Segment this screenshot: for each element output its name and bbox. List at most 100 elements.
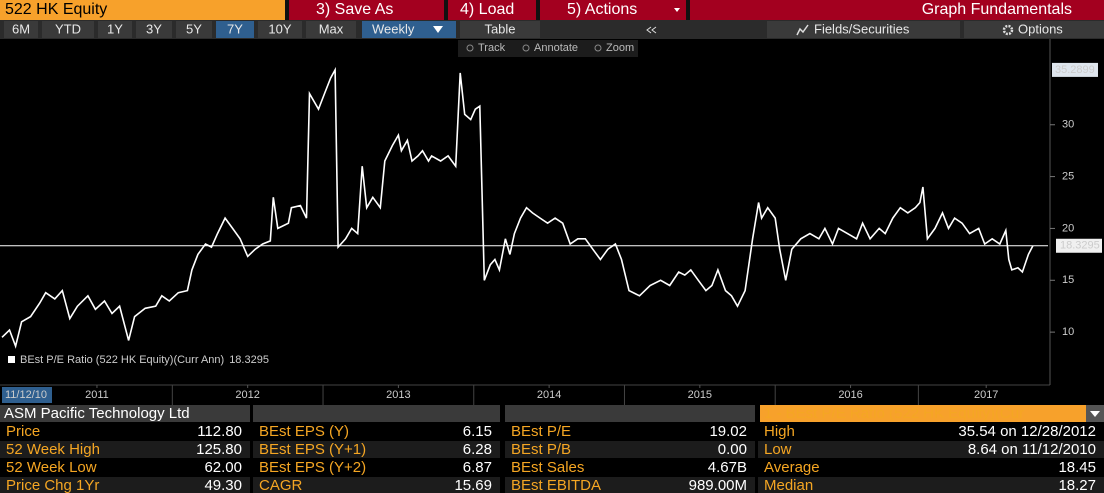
column-header-text: ASM Pacific Technology Ltd xyxy=(4,405,190,422)
options-button[interactable] xyxy=(964,21,1104,38)
row-value: 125.80 xyxy=(196,441,242,458)
period-tab[interactable] xyxy=(258,21,302,38)
row-label: Price Chg 1Yr xyxy=(6,477,99,493)
period-tab[interactable] xyxy=(136,21,172,38)
chart-icon xyxy=(796,24,809,36)
row-label: High xyxy=(764,423,795,440)
row-value: 49.30 xyxy=(204,477,242,493)
security-field[interactable] xyxy=(0,0,285,20)
column-header[interactable] xyxy=(760,405,1086,422)
y-tick-label: 20 xyxy=(1062,222,1074,234)
x-tick-label: 2016 xyxy=(838,389,862,401)
data-line xyxy=(1,66,1034,349)
menu-button[interactable] xyxy=(289,0,444,20)
row-label: BEst EPS (Y+1) xyxy=(259,441,366,458)
row-value: 62.00 xyxy=(204,459,242,476)
table-row xyxy=(505,477,755,493)
column-header xyxy=(505,405,755,422)
menu-text: 4) Load xyxy=(460,1,514,18)
period-tab[interactable] xyxy=(216,21,254,38)
period-tab[interactable] xyxy=(4,21,38,38)
menu-button[interactable] xyxy=(448,0,536,20)
column-header-text: 1 - BEst P/E Ratio (522 HK Equity)(Cur xyxy=(764,405,1024,422)
gear-icon xyxy=(1002,24,1014,36)
row-value: 19.02 xyxy=(709,423,747,440)
row-label: 52 Week High xyxy=(6,441,100,458)
period-text: 7Y xyxy=(227,21,243,36)
high-label: 35.2899 xyxy=(1055,64,1095,76)
period-tab[interactable] xyxy=(98,21,132,38)
menu-text: 3) Save As xyxy=(316,1,393,18)
dropdown-arrow xyxy=(1090,411,1100,417)
title-bar xyxy=(690,0,1104,20)
legend-swatch xyxy=(8,356,15,363)
period-tab[interactable] xyxy=(176,21,212,38)
table-row xyxy=(0,459,250,476)
tool-text[interactable]: Track xyxy=(478,42,506,54)
table-row xyxy=(253,423,500,440)
period-text: 6M xyxy=(12,21,30,36)
start-label: 11/12/10 xyxy=(5,389,47,401)
period-text: 5Y xyxy=(186,21,202,36)
tool-text[interactable]: Annotate xyxy=(534,42,578,54)
row-label: 52 Week Low xyxy=(6,459,97,476)
table-row xyxy=(253,441,500,458)
row-label: Low xyxy=(764,441,792,458)
table-row xyxy=(253,477,500,493)
x-tick-label: 2012 xyxy=(235,389,259,401)
row-value: 6.15 xyxy=(463,423,492,440)
y-tick-label: 30 xyxy=(1062,119,1074,131)
row-value: 6.87 xyxy=(463,459,492,476)
row-label: BEst EPS (Y) xyxy=(259,423,349,440)
view-button[interactable] xyxy=(460,21,540,38)
row-label: CAGR xyxy=(259,477,303,493)
row-value: 0.00 xyxy=(718,441,747,458)
row-value: 6.28 xyxy=(463,441,492,458)
collapse-icon[interactable] xyxy=(646,26,657,34)
table-row xyxy=(505,441,755,458)
x-axis-strip xyxy=(0,385,1104,405)
y-tick-label: 15 xyxy=(1062,274,1074,286)
frequency-button[interactable] xyxy=(362,21,456,38)
row-value: 18.45 xyxy=(1058,459,1096,476)
row-label: BEst P/E xyxy=(511,423,571,440)
x-tick-label: 2014 xyxy=(537,389,561,401)
row-value: 15.69 xyxy=(454,477,492,493)
last-value-box xyxy=(1056,238,1102,253)
x-tick-label: 2015 xyxy=(688,389,712,401)
x-tick-label: 2017 xyxy=(974,389,998,401)
chart-tools xyxy=(458,40,638,57)
security-text: 522 HK Equity xyxy=(5,1,107,18)
y-tick-label: 25 xyxy=(1062,170,1074,182)
table-row xyxy=(0,477,250,493)
column-header xyxy=(253,405,500,422)
page-title: Graph Fundamentals xyxy=(922,1,1072,18)
fields-button[interactable] xyxy=(767,21,960,38)
options-text: Options xyxy=(1018,21,1063,36)
table-row xyxy=(758,477,1104,493)
menu-button[interactable] xyxy=(540,0,686,20)
tool-icon xyxy=(594,44,602,52)
period-text: 10Y xyxy=(268,21,291,36)
start-label-box xyxy=(2,387,52,403)
row-value: 18.27 xyxy=(1058,477,1096,493)
row-value: 8.64 on 11/12/2010 xyxy=(968,441,1096,458)
period-tab[interactable] xyxy=(42,21,94,38)
table-row xyxy=(758,441,1104,458)
legend-text: BEst P/E Ratio (522 HK Equity)(Curr Ann) xyxy=(20,354,224,366)
table-row xyxy=(758,459,1104,476)
legend-value: 18.3295 xyxy=(229,354,269,366)
chart-area xyxy=(0,39,1104,385)
period-text: 3Y xyxy=(146,21,162,36)
dropdown-arrow xyxy=(674,8,680,12)
table-row xyxy=(758,423,1104,440)
period-text: 1Y xyxy=(107,21,123,36)
high-box xyxy=(1052,62,1098,77)
row-value: 989.00M xyxy=(689,477,747,493)
frequency-text: Weekly xyxy=(372,21,415,36)
tool-text[interactable]: Zoom xyxy=(606,42,634,54)
period-tab[interactable] xyxy=(306,21,356,38)
row-label: Price xyxy=(6,423,40,440)
period-text: YTD xyxy=(55,21,81,36)
